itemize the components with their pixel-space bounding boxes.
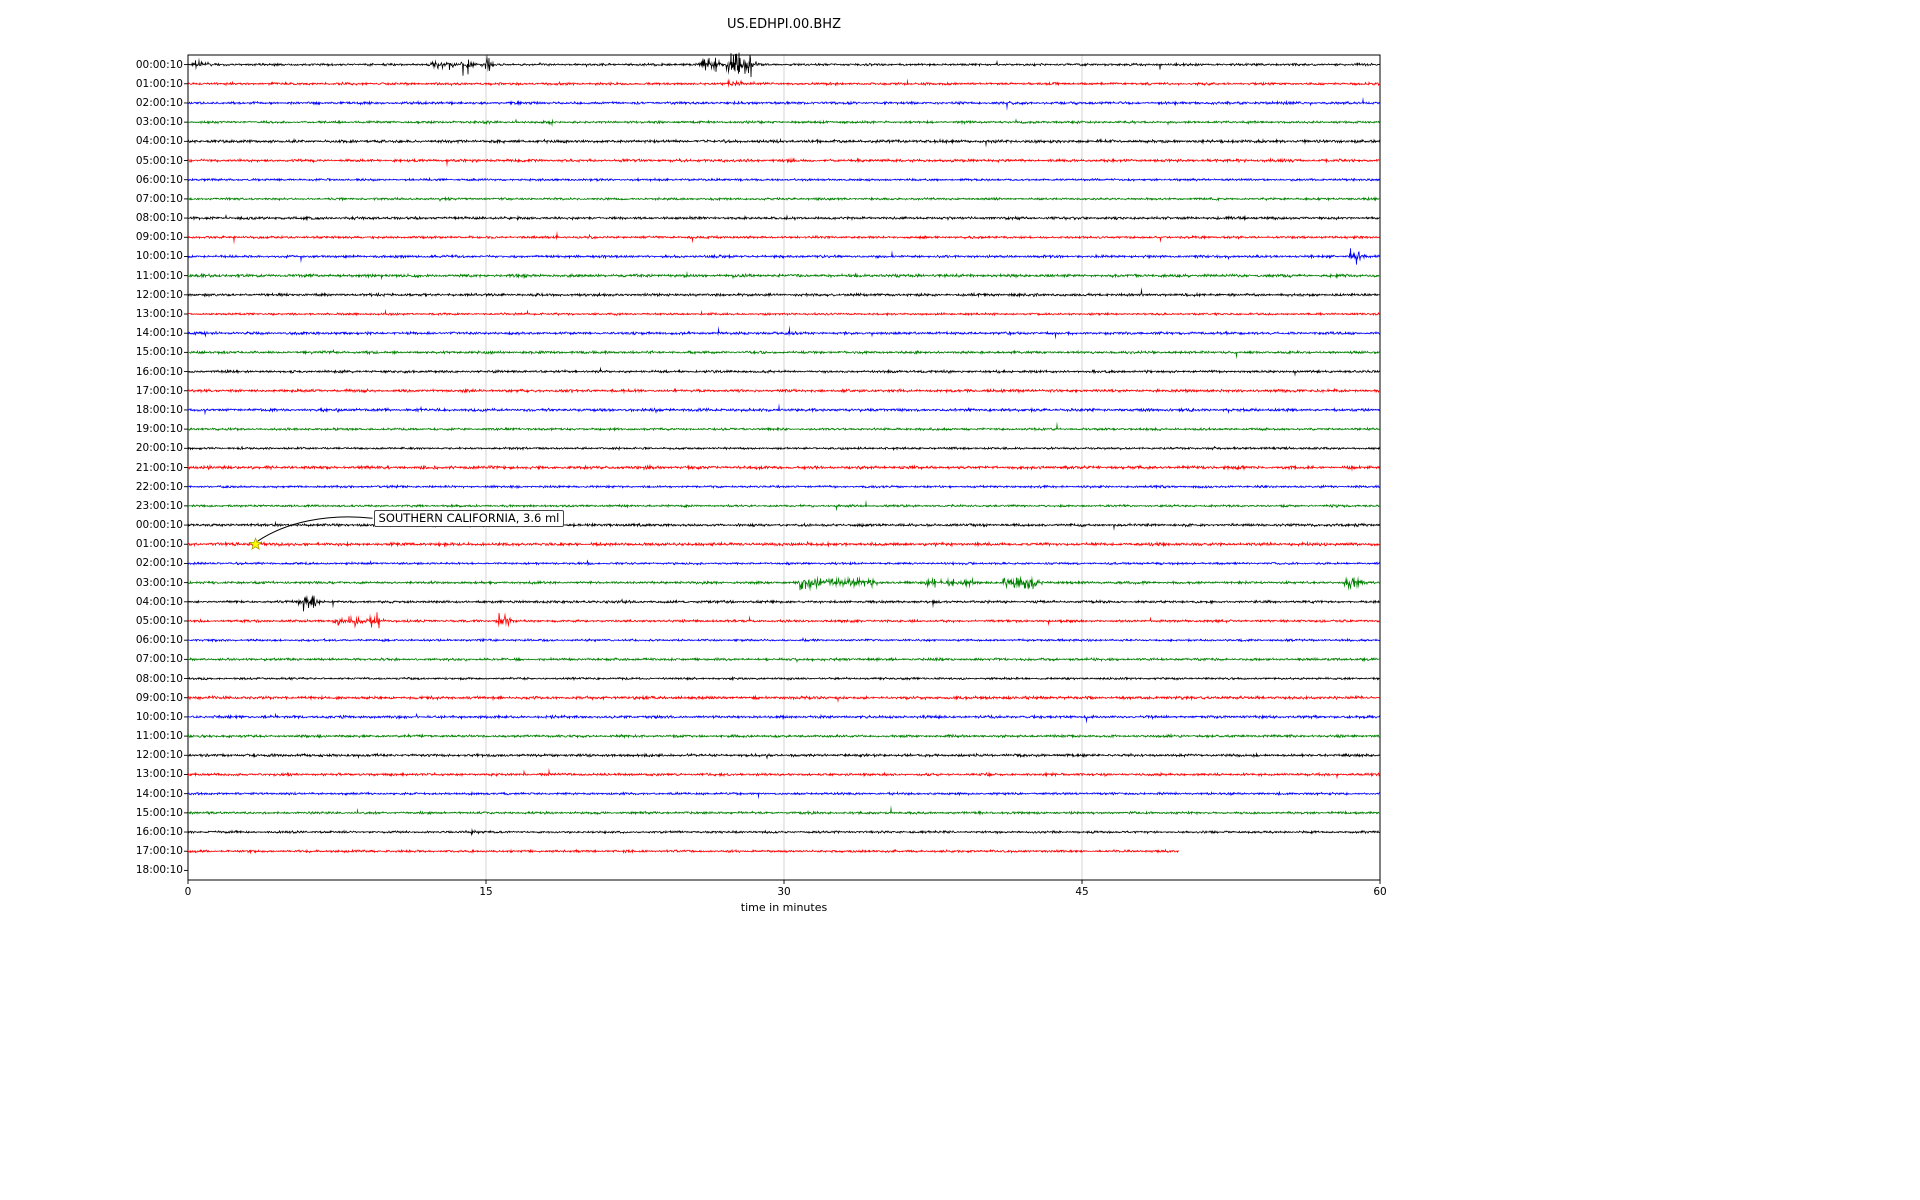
x-axis-label: time in minutes [740, 901, 828, 914]
event-annotation-label: SOUTHERN CALIFORNIA, 3.6 ml [373, 510, 565, 528]
